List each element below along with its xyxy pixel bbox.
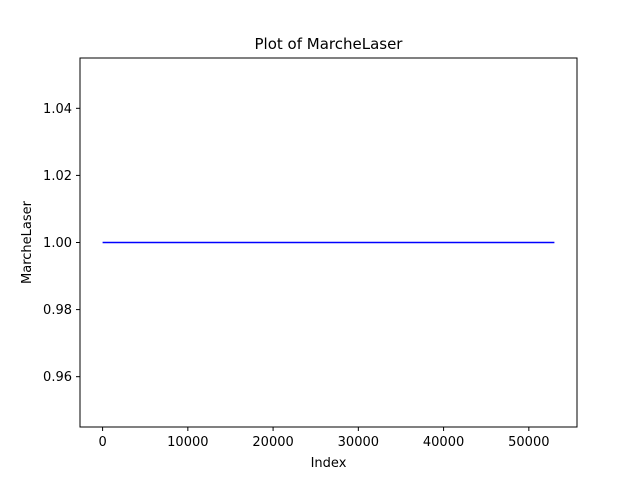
x-tick-label: 20000 [252, 435, 293, 450]
y-tick-label: 0.98 [43, 303, 72, 318]
x-tick-label: 40000 [423, 435, 464, 450]
y-tick-label: 1.00 [43, 236, 72, 251]
y-axis-label: MarcheLaser [20, 200, 35, 284]
y-tick-label: 0.96 [43, 370, 72, 385]
x-axis: 0 10000 20000 30000 40000 50000 [98, 427, 550, 450]
y-axis: 0.96 0.98 1.00 1.02 1.04 [43, 102, 80, 385]
y-tick-label: 1.02 [43, 169, 72, 184]
x-axis-label: Index [311, 456, 347, 471]
y-tick-label: 1.04 [43, 102, 72, 117]
x-tick-label: 10000 [167, 435, 208, 450]
chart-title: Plot of MarcheLaser [255, 35, 404, 53]
x-tick-label: 50000 [508, 435, 549, 450]
x-tick-label: 30000 [338, 435, 379, 450]
x-tick-label: 0 [98, 435, 106, 450]
